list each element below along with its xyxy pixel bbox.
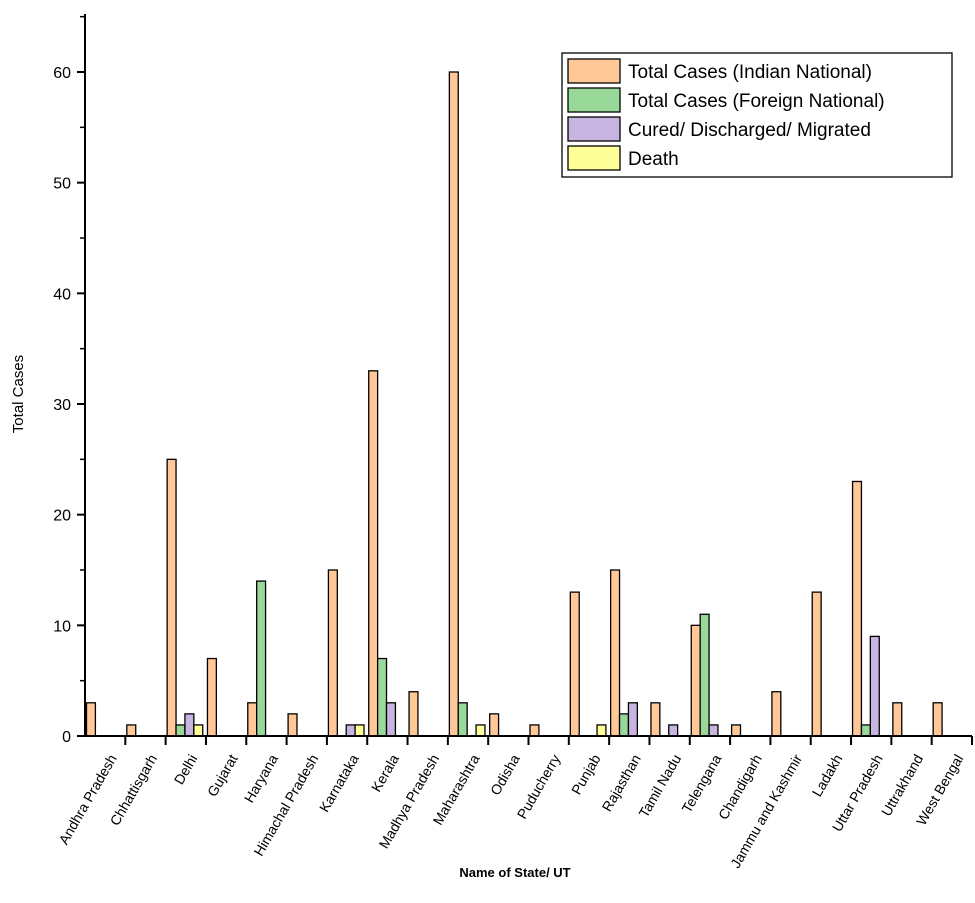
bar-1-delhi [166,458,177,737]
bar-1-punjab [569,591,580,737]
bar-2-uttar-pradesh [860,724,872,737]
bar-1-maharashtra [448,71,459,737]
legend: Total Cases (Indian National) Total Cases… [561,52,953,178]
bar-3-uttar-pradesh [869,635,880,737]
bar-1-puducherry [529,724,540,737]
legend-label: Death [628,149,679,170]
bar-1-chandigarh [730,724,742,737]
y-tick-label: 20 [53,508,71,525]
legend-box [561,52,953,178]
bar-1-uttar-pradesh [851,480,863,737]
bar-1-odisha [489,713,500,737]
bar-4-punjab [596,724,607,737]
bar-1-andhra-pradesh [85,702,97,737]
bar-1-kerala [368,370,379,737]
bar-3-karnataka [345,724,356,737]
bar-3-rajasthan [627,702,638,737]
x-tick-label: Telengana [678,751,724,815]
x-axis-title: Name of State/ UT [459,865,570,880]
legend-label: Cured/ Discharged/ Migrated [628,120,871,141]
legend-swatch [567,58,621,84]
bar-1-ladakh [811,591,822,737]
bar-1-west-bengal [932,702,943,737]
bar-1-tamil-nadu [650,702,661,737]
bar-1-jammu-and-kashmir [771,691,782,737]
bar-3-kerala [385,702,397,737]
x-tick-label: Karnataka [316,751,362,814]
y-tick-labels: 0 10 20 30 40 50 60 [53,65,71,746]
x-tick-label: Delhi [171,752,201,788]
bar-1-telengana [690,624,701,737]
y-tick-label: 50 [53,176,71,193]
x-tick-label: Tamil Nadu [635,752,684,821]
bar-1-uttrakhand [892,702,903,737]
x-tick-label: Gujarat [204,751,241,799]
bar-1-himachal-pradesh [287,713,298,737]
legend-swatch [567,116,621,142]
y-tick-label: 30 [53,397,71,414]
legend-swatch [567,145,621,171]
bar-2-kerala [376,657,388,737]
bar-3-telengana [708,724,719,737]
bar-4-maharashtra [475,724,486,737]
bar-1-rajasthan [609,569,621,737]
x-tick-label: Ladakh [809,752,846,800]
bar-2-delhi [175,724,186,737]
bar-4-karnataka [354,724,365,737]
y-tick-label: 0 [62,729,71,746]
x-tick-label: Odisha [487,751,523,798]
bar-1-karnataka [327,569,338,737]
bar-3-tamil-nadu [668,724,679,737]
x-tick-label: Punjab [568,751,604,797]
bar-2-telengana [699,613,710,737]
y-tick-label: 60 [53,65,71,82]
bar-2-rajasthan [618,713,630,737]
y-axis-title: Total Cases [10,355,27,433]
bar-2-haryana [256,580,267,737]
x-tick-label: Rajasthan [599,752,644,815]
bar-2-maharashtra [457,702,468,737]
bar-1-gujarat [206,657,217,737]
x-tick-label: Kerala [368,751,402,794]
x-tick-label: Andhra Pradesh [55,752,119,848]
legend-label: Total Cases (Foreign National) [628,91,885,112]
y-tick-label: 10 [53,618,71,635]
axes-layer [77,14,973,745]
x-tick-label: Jammu and Kashmir [727,751,805,870]
bar-3-delhi [184,713,195,737]
legend-label: Total Cases (Indian National) [628,62,872,83]
x-tick-label: Haryana [241,751,281,805]
bar-1-haryana [247,702,258,737]
bars-layer [85,71,943,737]
bar-1-madhya-pradesh [408,691,419,737]
legend-swatch [567,87,621,113]
bar-1-chhattisgarh [126,724,137,737]
y-tick-label: 40 [53,286,71,303]
bar-4-delhi [193,724,204,737]
